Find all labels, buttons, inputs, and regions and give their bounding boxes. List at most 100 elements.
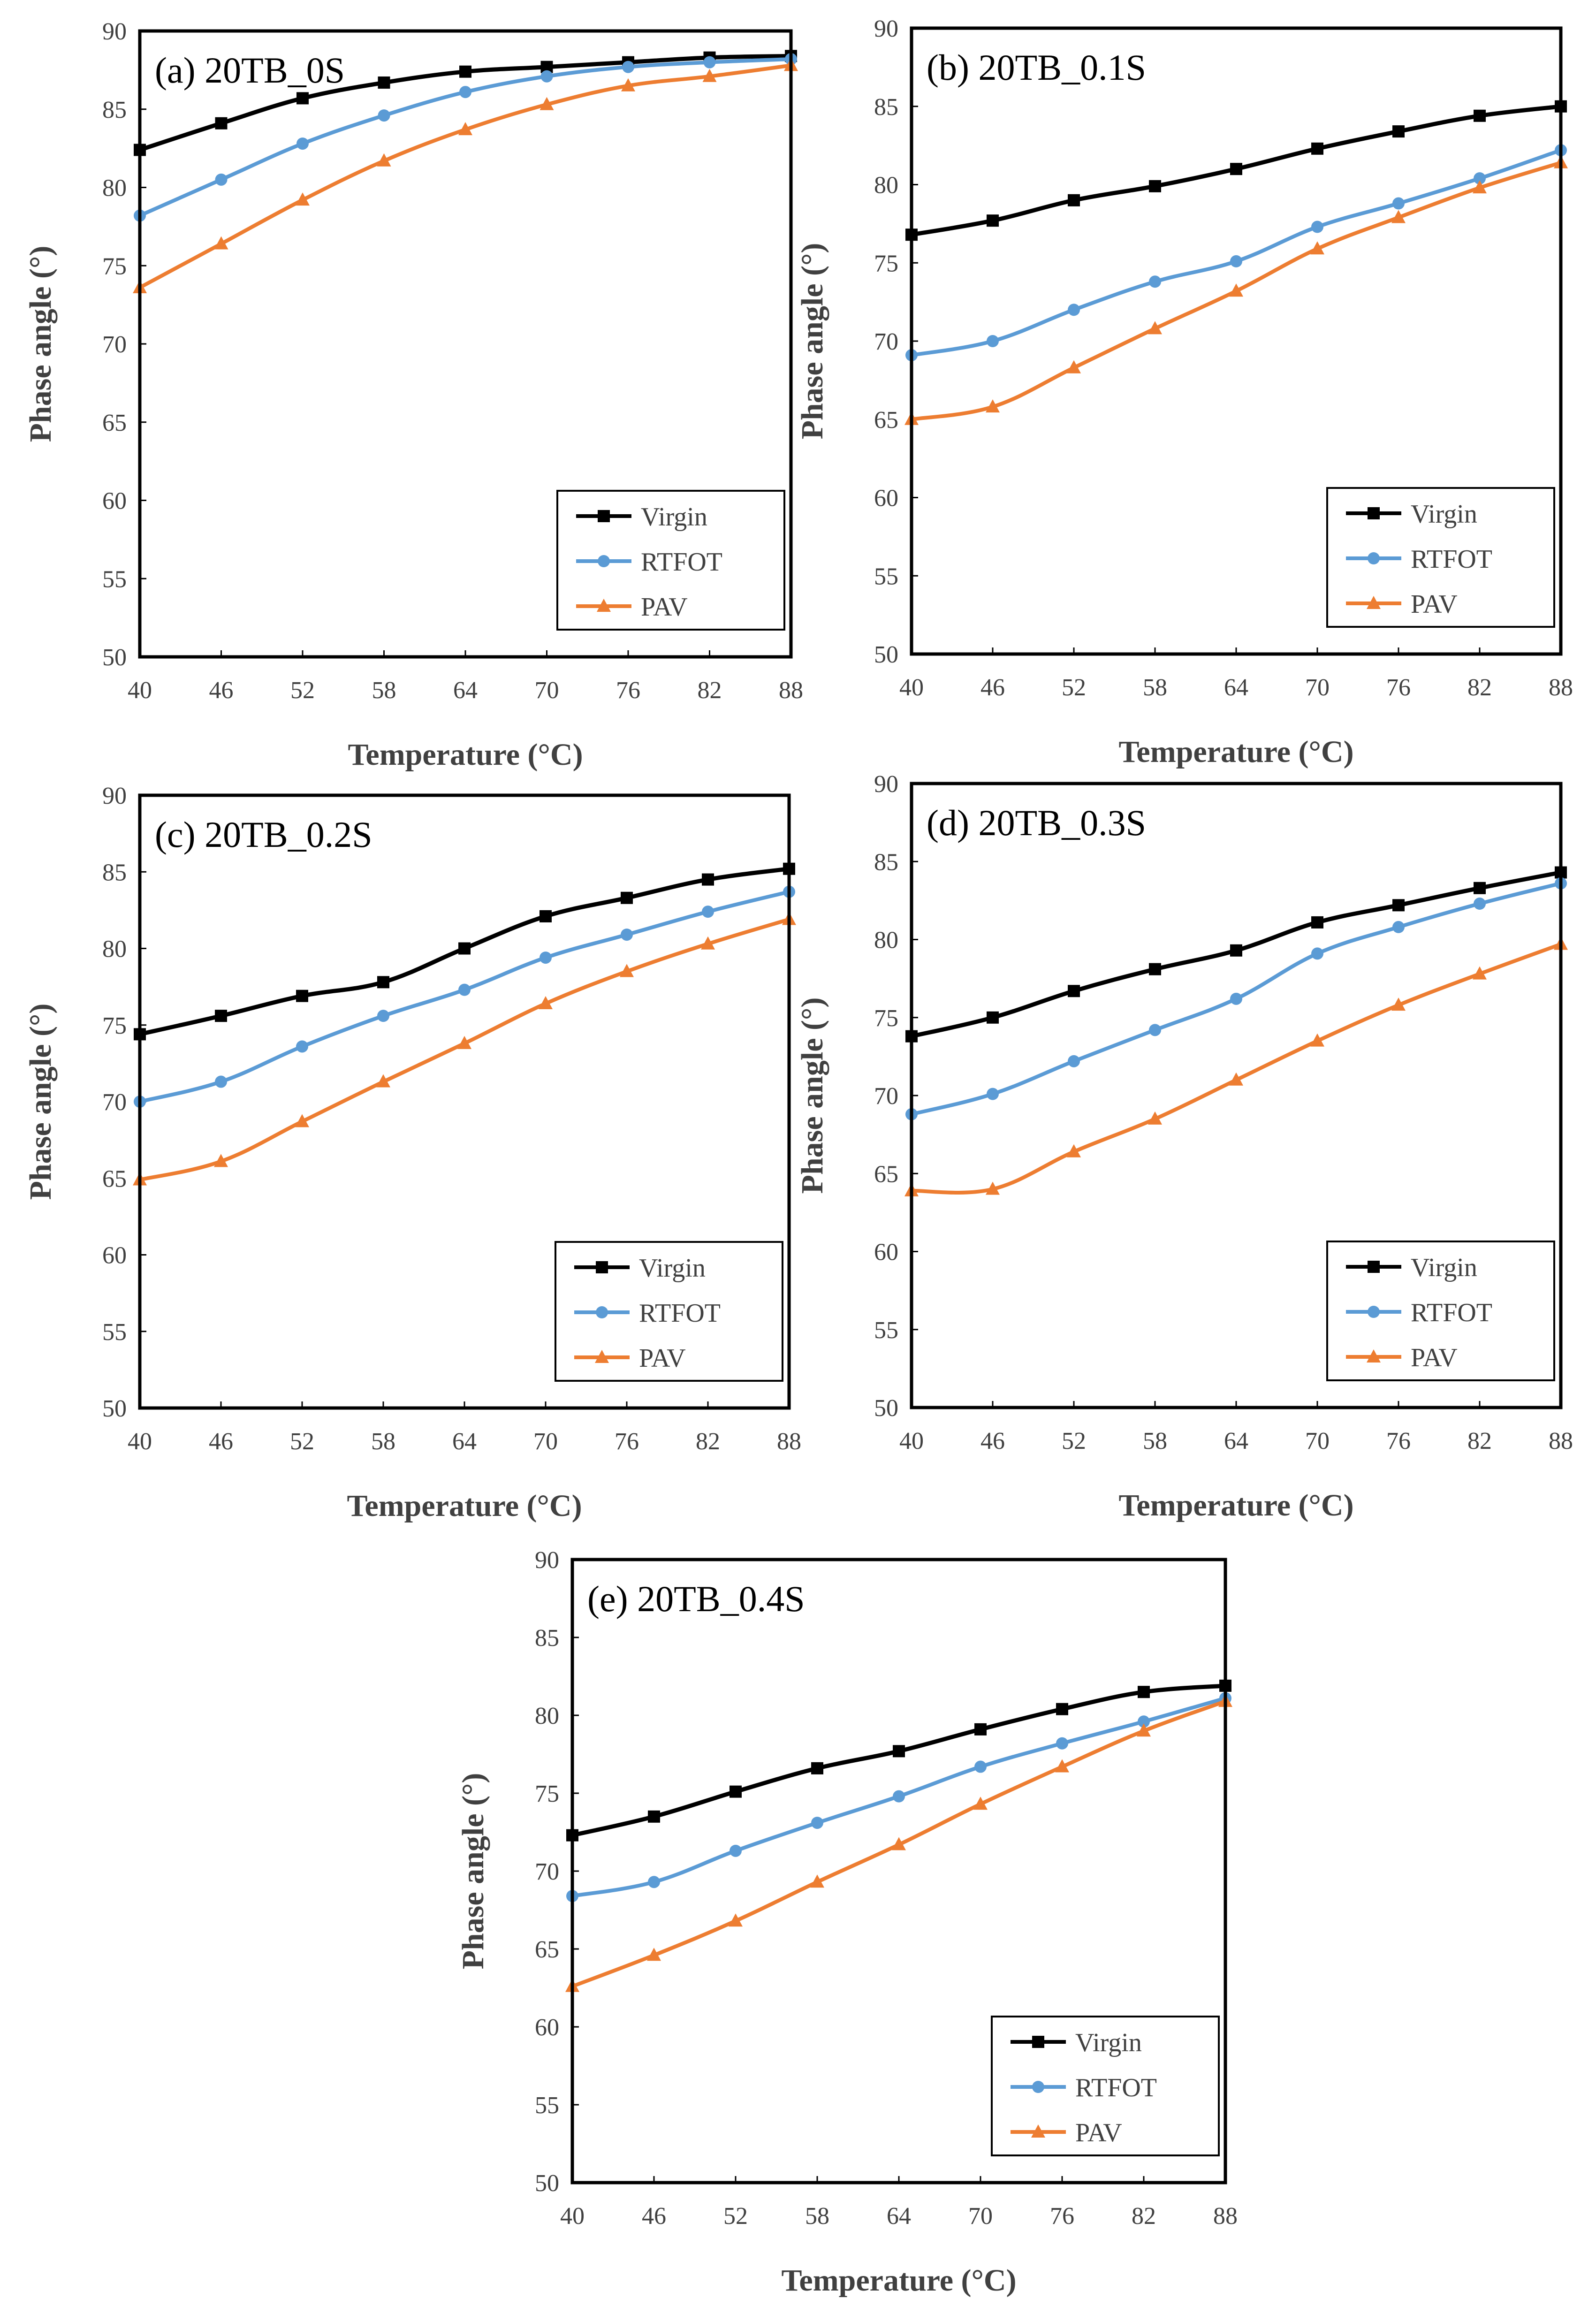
x-tick-label: 76	[1386, 1428, 1411, 1454]
data-point-pav	[973, 1796, 988, 1810]
data-point-rtfot	[540, 70, 553, 83]
data-point-virgin	[893, 1745, 905, 1758]
data-point-pav	[620, 964, 634, 977]
data-point-virgin	[1392, 125, 1405, 138]
x-tick-label: 52	[1062, 1428, 1086, 1454]
data-point-rtfot	[377, 1010, 389, 1022]
data-point-rtfot	[296, 1040, 308, 1053]
data-point-pav	[1391, 210, 1406, 223]
y-axis-title: Phase angle (°)	[456, 1773, 490, 1970]
chart-panel-2: 50 55 60 65 70 75 80 85 90 40 46 52 58 64 70 76 82 88 (b) …	[795, 15, 1573, 769]
y-tick-label: 80	[874, 172, 898, 199]
y-tick-label: 75	[535, 1781, 559, 1807]
data-point-virgin	[1056, 1703, 1068, 1715]
x-tick-label: 40	[128, 1428, 152, 1455]
x-tick-label: 76	[1386, 674, 1411, 701]
chart-panel-5: 50 55 60 65 70 75 80 85 90 40 46 52 58 64 70 76 82 88 (e) …	[456, 1547, 1238, 2298]
y-tick-label: 70	[102, 331, 127, 358]
y-tick-label: 55	[874, 1317, 898, 1344]
y-tick-label: 55	[535, 2092, 559, 2119]
x-tick-label: 82	[698, 677, 722, 704]
y-tick-label: 55	[102, 1319, 127, 1346]
legend-label-pav: PAV	[1411, 590, 1458, 619]
y-tick-label: 50	[102, 644, 127, 671]
data-point-rtfot	[458, 983, 471, 996]
y-tick-label: 60	[102, 1242, 127, 1269]
y-tick-label: 75	[102, 253, 127, 280]
data-point-rtfot	[1474, 172, 1486, 185]
data-point-pav	[457, 1035, 471, 1049]
y-tick-label: 85	[874, 849, 898, 875]
x-tick-label: 52	[290, 1428, 314, 1455]
y-tick-label: 70	[535, 1858, 559, 1885]
y-axis-title: Phase angle (°)	[23, 1004, 58, 1200]
data-point-virgin	[215, 1010, 227, 1022]
y-tick-label: 75	[102, 1012, 127, 1039]
x-tick-label: 88	[777, 1428, 801, 1455]
panel-title: (d) 20TB_0.3S	[927, 802, 1146, 843]
data-point-virgin	[1230, 944, 1242, 957]
legend-label-rtfot: RTFOT	[639, 1299, 721, 1328]
data-point-pav	[296, 192, 310, 206]
legend-marker-rtfot	[1032, 2081, 1044, 2093]
legend-label-virgin: Virgin	[641, 502, 707, 532]
panel-title: (c) 20TB_0.2S	[155, 814, 372, 855]
x-tick-label: 88	[1213, 2203, 1238, 2230]
legend-marker-pav	[597, 599, 611, 612]
x-tick-label: 40	[128, 677, 152, 704]
x-tick-label: 52	[290, 677, 315, 704]
series-line-virgin	[572, 1683, 1226, 1837]
x-tick-label: 82	[1467, 674, 1492, 701]
y-tick-label: 80	[102, 936, 127, 963]
x-axis-title: Temperature (°C)	[781, 2263, 1016, 2298]
data-point-rtfot	[1149, 1024, 1161, 1036]
series-line-rtfot	[139, 890, 790, 1104]
data-point-pav	[647, 1948, 661, 1961]
data-point-rtfot	[1392, 921, 1405, 933]
y-tick-label: 90	[874, 15, 898, 42]
panel-title: (b) 20TB_0.1S	[927, 47, 1146, 88]
data-point-rtfot	[1311, 947, 1323, 960]
data-point-rtfot	[621, 929, 633, 941]
legend-label-virgin: Virgin	[639, 1254, 706, 1283]
data-point-pav	[1310, 241, 1324, 255]
x-tick-label: 88	[779, 677, 803, 704]
y-tick-label: 70	[874, 1083, 898, 1110]
y-tick-label: 60	[874, 1239, 898, 1266]
x-tick-label: 46	[980, 674, 1005, 701]
data-point-virgin	[1474, 882, 1486, 894]
data-point-rtfot	[1138, 1715, 1150, 1728]
data-point-rtfot	[987, 1088, 999, 1100]
data-point-pav	[892, 1837, 906, 1850]
data-point-virgin	[1149, 180, 1161, 192]
data-point-virgin	[1138, 1686, 1150, 1698]
data-point-pav	[1067, 360, 1081, 373]
data-point-pav	[729, 1913, 743, 1927]
y-tick-label: 85	[535, 1625, 559, 1652]
legend-label-rtfot: RTFOT	[641, 548, 722, 577]
x-tick-label: 64	[887, 2203, 911, 2230]
data-point-pav	[1137, 1723, 1151, 1737]
data-point-pav	[1473, 180, 1487, 194]
data-point-virgin	[1311, 916, 1323, 929]
y-tick-label: 60	[102, 488, 127, 515]
data-point-pav	[1391, 997, 1406, 1011]
y-tick-label: 90	[535, 1547, 559, 1574]
x-tick-label: 70	[535, 677, 559, 704]
legend-label-rtfot: RTFOT	[1411, 545, 1492, 574]
legend-marker-rtfot	[598, 555, 610, 567]
x-tick-label: 64	[453, 677, 478, 704]
legend-marker-virgin	[1368, 1261, 1380, 1273]
x-tick-label: 76	[1050, 2203, 1074, 2230]
data-point-virgin	[1311, 142, 1323, 155]
x-axis-title: Temperature (°C)	[347, 1489, 582, 1523]
data-point-pav	[1229, 283, 1243, 297]
x-tick-label: 64	[1224, 674, 1248, 701]
data-point-pav	[702, 69, 717, 82]
x-tick-label: 88	[1549, 1428, 1573, 1454]
data-point-pav	[376, 1074, 390, 1088]
data-point-pav	[1055, 1759, 1069, 1773]
data-point-pav	[1473, 966, 1487, 980]
x-tick-label: 40	[899, 674, 924, 701]
y-tick-label: 85	[102, 859, 127, 886]
